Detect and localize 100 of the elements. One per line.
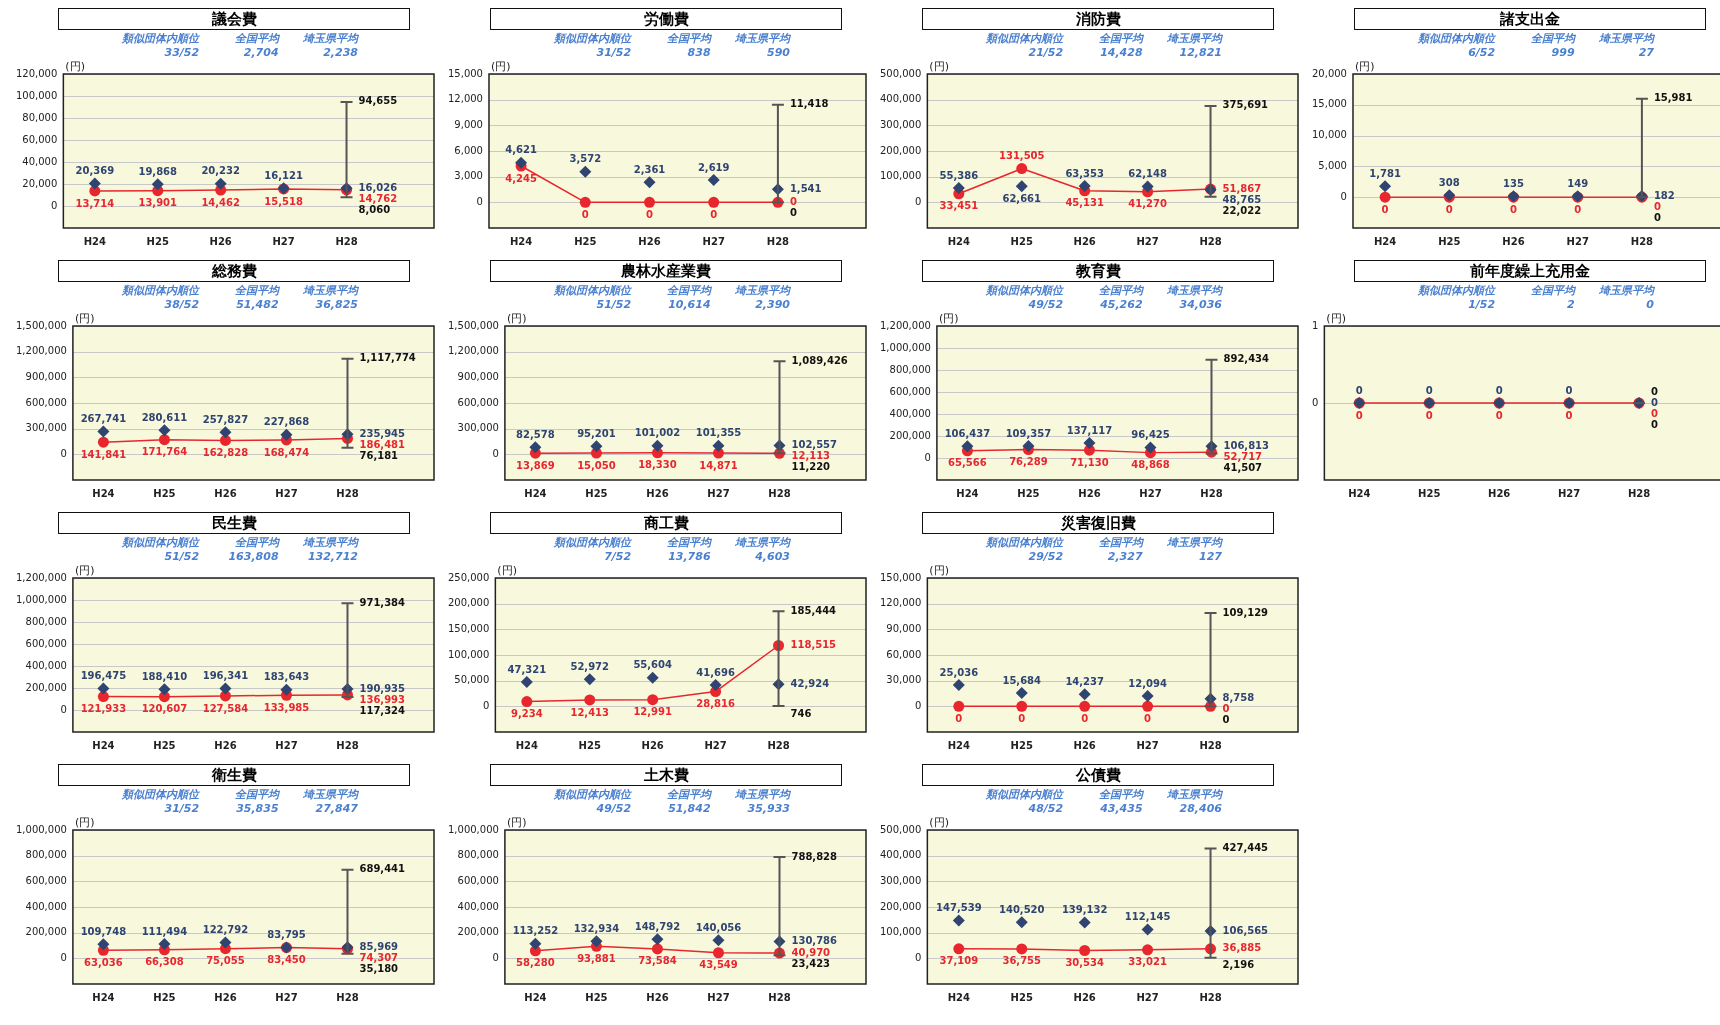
data-label: 36,885 [1222, 942, 1262, 954]
annotation: 375,691 [1222, 99, 1269, 111]
data-label: 14,762 [358, 192, 398, 204]
annotation: 427,445 [1222, 842, 1269, 854]
data-label: 0 [1653, 200, 1661, 212]
annotation: 109,129 [1222, 606, 1269, 618]
x-tick-label: H28 [1199, 991, 1222, 1003]
data-label: 0 [710, 208, 718, 220]
y-tick-label: 120,000 [879, 597, 922, 609]
x-tick-label: H25 [574, 235, 597, 247]
text: 127 [1198, 550, 1222, 564]
y-tick-label: 200,000 [879, 900, 922, 912]
data-label: 12,413 [570, 706, 610, 718]
y-tick-label: 200,000 [889, 429, 931, 441]
x-tick-label: H28 [1200, 487, 1223, 499]
x-tick-label: H26 [1073, 739, 1096, 751]
y-tick-label: 200,000 [25, 681, 67, 693]
y-tick-label: 100,000 [447, 648, 490, 660]
data-label: 14,462 [201, 196, 241, 208]
text: 全国平均 [1097, 536, 1143, 550]
text: 埼玉県平均 [1598, 284, 1654, 298]
text: 163,808 [227, 550, 279, 564]
data-label: 18,330 [638, 459, 677, 471]
chart-title: 諸支出金 [1354, 8, 1706, 30]
y-tick-label: 600,000 [457, 396, 499, 408]
text: 1/52 [1467, 298, 1496, 312]
data-label: 109,357 [1005, 427, 1052, 439]
text: 埼玉県平均 [1598, 32, 1654, 46]
text: 類似団体内順位 [985, 536, 1064, 550]
y-tick-label: 30,000 [886, 674, 922, 686]
y-tick-label: 1,500,000 [15, 319, 67, 331]
data-label: 140,520 [998, 903, 1045, 915]
data-label: 127,584 [202, 702, 249, 714]
y-tick-label: 15,000 [1311, 98, 1347, 110]
y-tick-label: 300,000 [879, 874, 922, 886]
data-label: 51,867 [1222, 182, 1262, 194]
data-label: 66,308 [145, 956, 184, 968]
data-label: 120,607 [141, 703, 188, 715]
text: 埼玉県平均 [302, 284, 358, 298]
y-axis-title: (円) [929, 564, 949, 578]
y-axis-title: (円) [74, 816, 95, 830]
text: 類似団体内順位 [985, 284, 1064, 298]
data-label: 186,481 [359, 438, 406, 450]
y-tick-label: 100,000 [15, 89, 58, 101]
x-tick-label: H27 [1566, 235, 1589, 247]
data-label: 20,369 [75, 165, 115, 177]
data-label: 0 [1144, 712, 1152, 724]
y-axis-title: (円) [938, 312, 959, 326]
y-tick-label: 60,000 [886, 648, 922, 660]
y-tick-label: 6,000 [454, 144, 483, 156]
annotation: 2,196 [1222, 959, 1255, 971]
text: 4,603 [754, 550, 790, 564]
data-label: 85,969 [359, 940, 399, 952]
text: 類似団体内順位 [553, 284, 632, 298]
y-tick-label: 1,000,000 [879, 341, 931, 353]
text: 類似団体内順位 [1417, 284, 1496, 298]
y-tick-label: 12,000 [447, 93, 483, 105]
y-tick-label: 600,000 [25, 396, 67, 408]
data-label: 55,386 [939, 169, 979, 181]
data-label: 12,113 [791, 450, 831, 462]
data-label: 101,355 [695, 427, 742, 439]
y-tick-label: 200,000 [447, 597, 490, 609]
data-label: 62,661 [1002, 192, 1042, 204]
annotation: 94,655 [358, 95, 398, 107]
x-tick-label: H27 [275, 739, 298, 751]
text: 全国平均 [233, 536, 279, 550]
chart-title: 農林水産業費 [490, 260, 842, 282]
y-tick-label: 90,000 [886, 622, 922, 634]
data-label: 96,425 [1131, 428, 1170, 440]
x-tick-label: H26 [1073, 991, 1096, 1003]
chart-title: 教育費 [922, 260, 1274, 282]
y-tick-label: 120,000 [15, 67, 58, 79]
text: 49/52 [1027, 298, 1064, 312]
data-label: 0 [1651, 407, 1659, 419]
data-label: 0 [1425, 409, 1433, 421]
data-label: 118,515 [790, 639, 837, 651]
data-label: 2,619 [697, 161, 730, 173]
data-label: 83,795 [267, 929, 306, 941]
annotation: 0 [1653, 211, 1661, 223]
text: 類似団体内順位 [121, 284, 200, 298]
data-label: 0 [789, 195, 797, 207]
x-tick-label: H24 [524, 991, 547, 1003]
y-tick-label: 250,000 [447, 571, 490, 583]
data-label: 0 [1425, 384, 1433, 396]
x-tick-label: H26 [641, 739, 664, 751]
data-label: 4,245 [505, 172, 537, 184]
x-tick-label: H25 [1017, 487, 1040, 499]
y-tick-label: 0 [482, 699, 490, 711]
data-label: 41,696 [696, 666, 735, 678]
x-tick-label: H25 [1010, 991, 1033, 1003]
data-label: 40,970 [791, 946, 831, 958]
annotation: 892,434 [1223, 353, 1270, 365]
text: 51/52 [163, 550, 200, 564]
data-label: 140,056 [695, 921, 742, 933]
text: 2,390 [754, 298, 790, 312]
x-tick-label: H27 [275, 991, 298, 1003]
y-tick-label: 40,000 [22, 155, 58, 167]
text: 全国平均 [233, 788, 279, 802]
text: 全国平均 [1097, 284, 1143, 298]
text: 34,036 [1178, 298, 1222, 312]
